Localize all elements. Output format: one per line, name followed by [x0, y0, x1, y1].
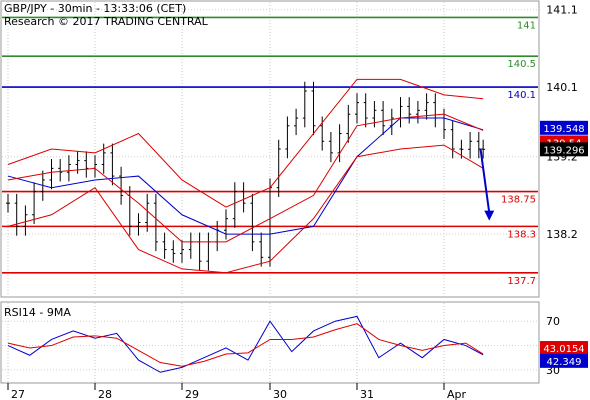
date-label: 27 — [11, 388, 25, 400]
price-indicator-line — [7, 113, 484, 243]
price-tick-label: 138.2 — [546, 228, 578, 241]
level-label: 138.75 — [501, 195, 536, 206]
credit-line: Research © 2017 TRADING CENTRAL — [4, 15, 209, 28]
date-label: 31 — [360, 388, 374, 400]
forecast-arrow-shaft — [479, 148, 491, 213]
price-tag-label: 139.296 — [543, 145, 584, 156]
price-tag-box — [540, 341, 588, 356]
price-tick-label: 140.1 — [546, 81, 578, 94]
date-label: 30 — [273, 388, 287, 400]
date-label: 29 — [185, 388, 199, 400]
price-tag-label: 42.349 — [547, 357, 582, 368]
level-label: 138.3 — [507, 229, 536, 240]
price-indicator-line — [7, 78, 484, 208]
rsi-line — [7, 315, 484, 373]
price-tick-label: 141.1 — [546, 4, 578, 17]
price-indicator-line — [7, 117, 484, 235]
date-label: Apr — [447, 388, 467, 400]
price-panel-frame — [0, 0, 540, 298]
price-tag-box — [540, 120, 588, 135]
level-label: 137.7 — [507, 276, 536, 287]
levels: 141 140.5 140.1 138.75 138.3 137.7 — [2, 16, 538, 287]
level-label: 141 — [517, 20, 536, 31]
rsi-tick-label: 70 — [546, 315, 560, 328]
date-label: 28 — [98, 388, 112, 400]
price-indicator-line — [7, 144, 484, 274]
price-tag-label: 43.0154 — [543, 344, 584, 355]
level-label: 140.5 — [507, 59, 536, 70]
price-tag-box — [540, 142, 588, 157]
symbol-line: GBP/JPY - 30min - 13:33:06 (CET) — [4, 2, 186, 15]
rsi-series — [7, 315, 484, 373]
price-series — [6, 78, 495, 274]
rsi-title: RSI14 - 9MA — [4, 306, 71, 319]
price-tag-label: 139.548 — [543, 124, 584, 135]
forecast-arrow-head — [484, 210, 495, 221]
rsi-line — [7, 323, 484, 367]
level-label: 140.1 — [507, 90, 536, 101]
price-tag-box — [540, 353, 588, 368]
